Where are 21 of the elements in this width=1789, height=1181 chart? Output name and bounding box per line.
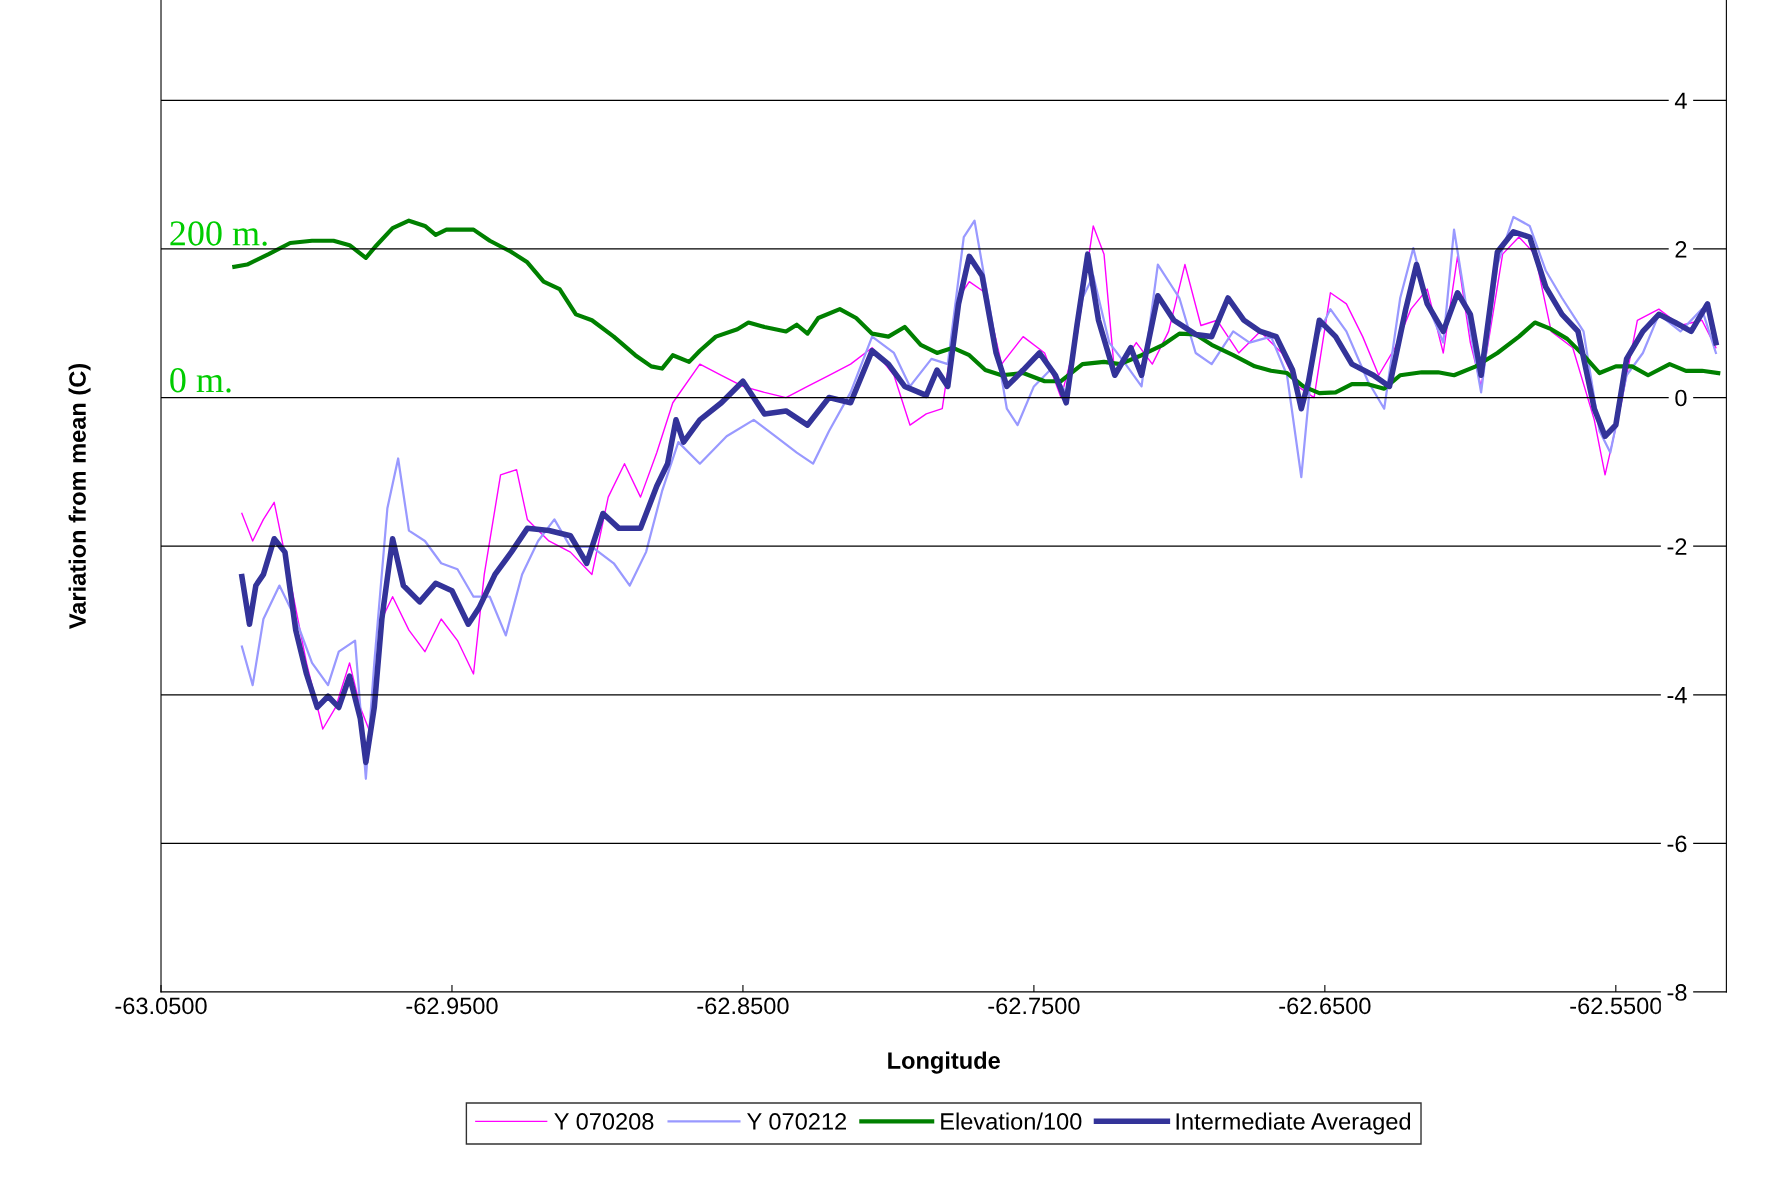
legend-label: Elevation/100 [941,1112,1082,1130]
x-tick-label: -62.5500 [1570,997,1662,1015]
legend-label: Y 070212 [747,1113,846,1130]
legend-label: Y 070208 [554,1113,654,1130]
x-axis-title: Longitude [888,1051,1000,1074]
legend-label: Intermediate Averaged [1176,1112,1411,1135]
y-tick-label: 0 [1675,389,1687,407]
x-tick-label: -62.9500 [406,997,498,1015]
y-tick-label: -4 [1667,687,1687,704]
y-tick-label: -6 [1667,835,1687,853]
y-axis-title: Variation from mean (C) [68,364,91,630]
y-tick-label: -8 [1667,984,1687,1001]
x-tick-label: -63.0500 [115,997,207,1015]
x-tick-label: -62.8500 [697,997,789,1015]
x-tick-label: -62.7500 [988,997,1080,1015]
y-tick-label: 4 [1674,92,1687,109]
x-tick-label: -62.6500 [1279,997,1371,1015]
y-tick-label: -2 [1667,538,1687,555]
annotation: 0 m. [170,368,231,393]
annotation: 200 m. [170,221,267,246]
y-tick-label: 2 [1675,241,1687,258]
